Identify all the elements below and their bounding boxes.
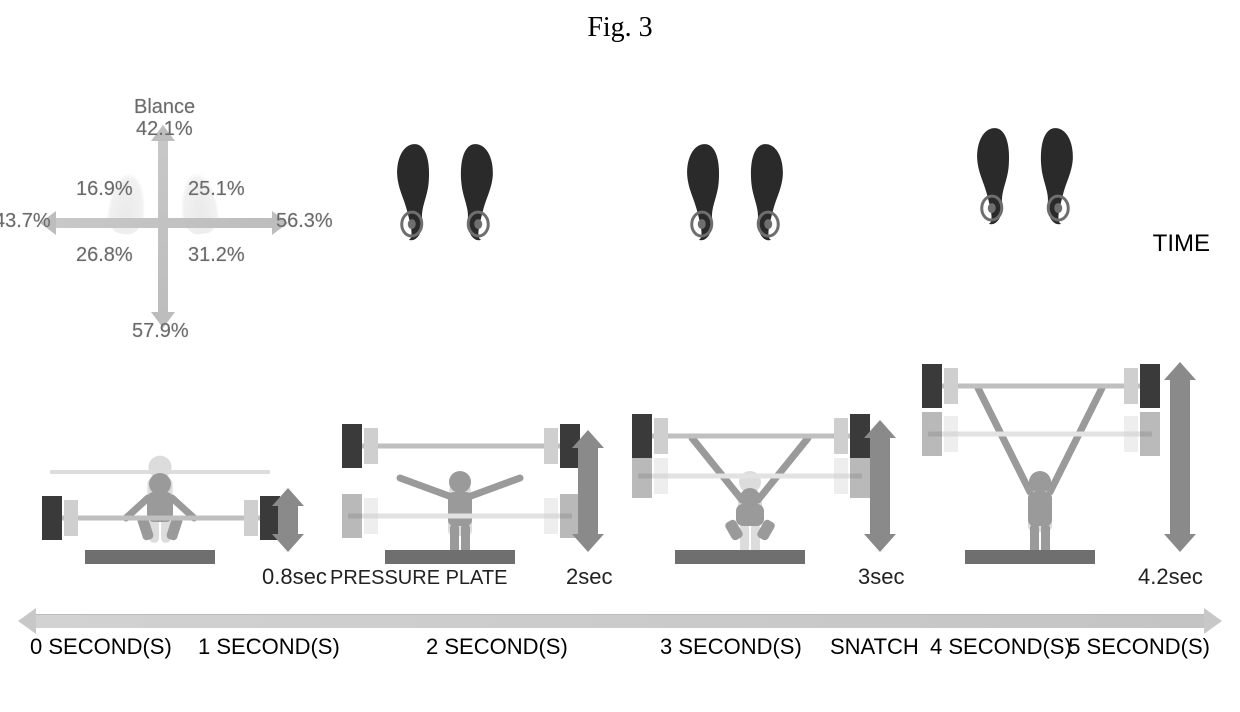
sec-label-2: 2sec	[566, 564, 612, 590]
lift-panel-setup	[30, 324, 290, 564]
figure-title: Fig. 3	[0, 12, 1240, 44]
lifter-figure-icon	[620, 322, 880, 552]
axis-tick-0: 0 SECOND(S)	[30, 634, 172, 660]
height-arrow-2-icon	[578, 430, 598, 552]
balance-title: Blance	[134, 96, 195, 119]
footprint-right-icon	[452, 139, 503, 246]
footprint-left-icon	[386, 139, 437, 246]
lift-panel-catch	[620, 324, 880, 564]
axis-tick-4: 4 SECOND(S)	[930, 634, 1072, 660]
sec-label-4: 4.2sec	[1138, 564, 1203, 590]
footprint-left-icon	[676, 139, 727, 246]
balance-top-pct: 42.1%	[136, 118, 193, 141]
lifter-figure-icon	[910, 322, 1170, 552]
height-arrow-1-icon	[278, 488, 298, 552]
pressure-plate-icon	[965, 550, 1095, 564]
balance-right-pct: 56.3%	[276, 210, 333, 233]
height-arrow-4-icon	[1170, 362, 1190, 552]
footprint-right-icon	[742, 139, 793, 246]
pressure-plate-label: PRESSURE PLATE	[330, 567, 507, 590]
height-arrow-3-icon	[870, 420, 890, 552]
footprint-pair-2	[680, 140, 800, 250]
pressure-plate-icon	[385, 550, 515, 564]
axis-tick-1: 1 SECOND(S)	[198, 634, 340, 660]
footprint-pair-1	[390, 140, 510, 250]
pressure-plate-icon	[85, 550, 215, 564]
time-axis-label: TIME	[1153, 230, 1210, 258]
lifter-figure-icon	[330, 322, 590, 552]
balance-crosshair: Blance 42.1% 57.9% 43.7% 56.3% 16.9% 25.…	[40, 120, 280, 330]
lift-panel-pull	[330, 324, 590, 564]
balance-q-bl: 26.8%	[76, 244, 133, 267]
sec-label-3: 3sec	[858, 564, 904, 590]
lift-panel-overhead	[910, 324, 1170, 564]
timeline-arrow-left-icon	[18, 608, 36, 634]
axis-tick-3: 3 SECOND(S)	[660, 634, 802, 660]
balance-q-br: 31.2%	[188, 244, 245, 267]
timeline-arrow-right-icon	[1204, 608, 1222, 634]
footprint-left-icon	[966, 123, 1017, 230]
balance-q-tr: 25.1%	[188, 178, 245, 201]
pressure-plate-icon	[675, 550, 805, 564]
lift-type-label: SNATCH	[830, 634, 919, 660]
lifter-figure-icon	[30, 322, 290, 552]
footprint-right-icon	[1032, 123, 1083, 230]
balance-arrow-horizontal-icon	[50, 218, 276, 228]
axis-tick-5: 5 SECOND(S)	[1068, 634, 1210, 660]
balance-left-pct: 43.7%	[0, 210, 51, 233]
sec-label-1: 0.8sec	[262, 564, 327, 590]
diagram-stage: Blance 42.1% 57.9% 43.7% 56.3% 16.9% 25.…	[30, 120, 1210, 660]
footprint-pair-3	[970, 124, 1090, 234]
balance-q-tl: 16.9%	[76, 178, 133, 201]
timeline-bar-icon	[30, 614, 1210, 628]
axis-tick-2: 2 SECOND(S)	[426, 634, 568, 660]
